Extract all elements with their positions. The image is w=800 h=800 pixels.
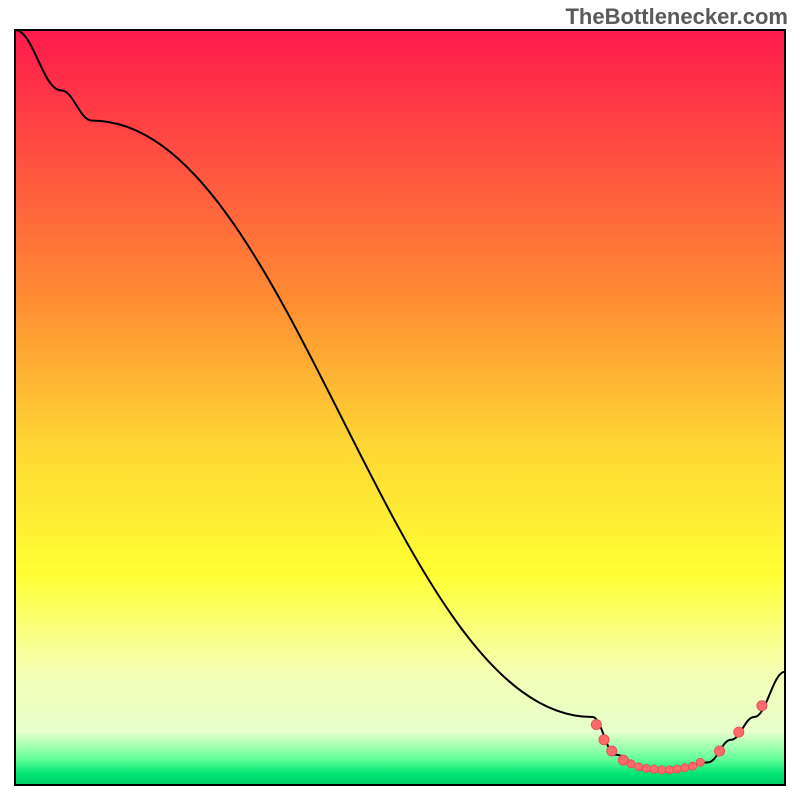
chart-background bbox=[0, 0, 800, 800]
watermark-text: TheBottlenecker.com bbox=[565, 4, 788, 30]
chart-container: TheBottlenecker.com bbox=[0, 0, 800, 800]
